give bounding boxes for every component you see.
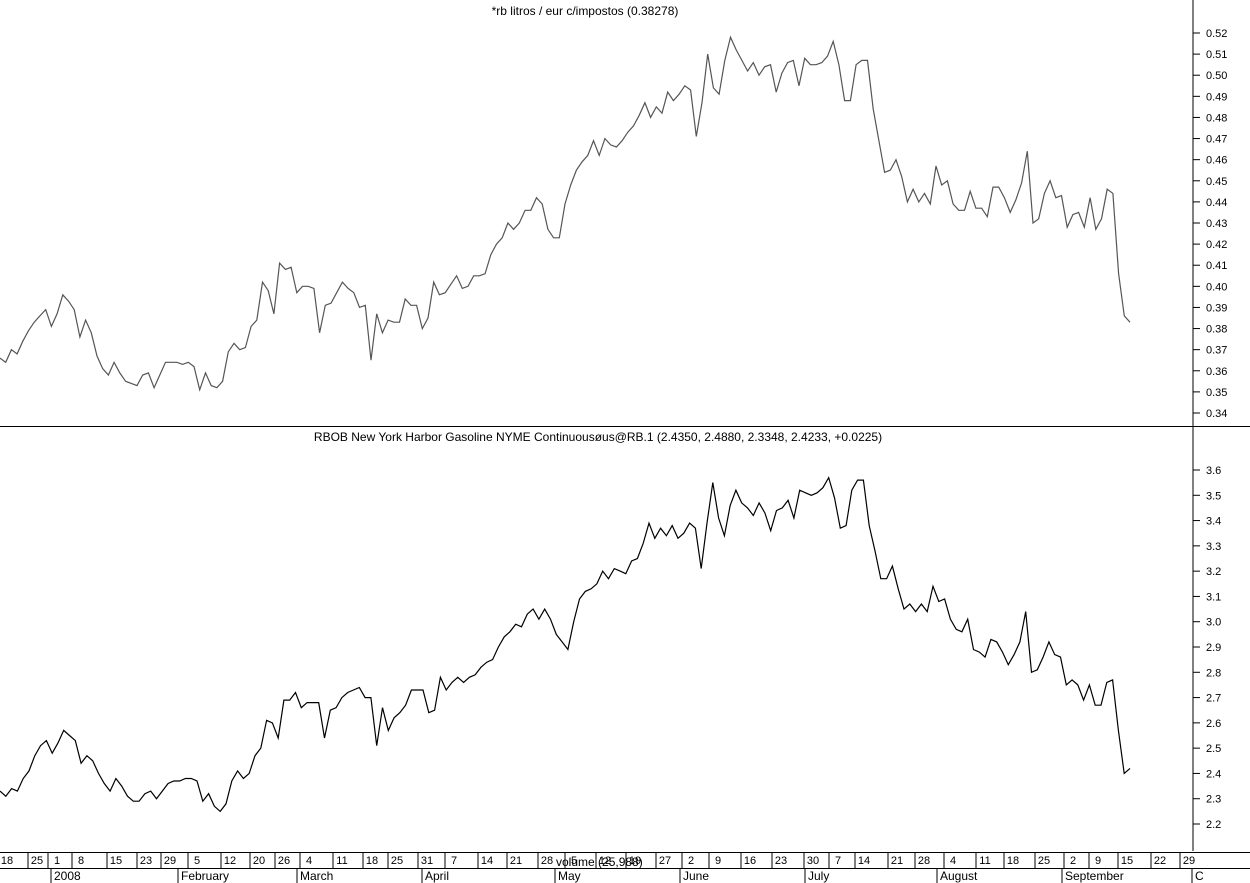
x-day-tick-label: 8 (78, 855, 84, 867)
top-y-tick-label: 0.50 (1206, 70, 1227, 82)
top-y-ticks: 0.52 0.51 0.50 0.49 0.48 0.47 0.46 0.45 0.44 0.43… (1193, 28, 1227, 420)
x-month-label: May (558, 869, 581, 883)
x-day-tick-label: 15 (1121, 855, 1133, 867)
bottom-y-tick-label: 2.4 (1206, 768, 1221, 780)
x-day-tick-label: 21 (510, 855, 522, 867)
x-day-tick-label: 12 (224, 855, 236, 867)
x-month-label: C (1195, 869, 1204, 883)
bottom-series-line (0, 476, 1131, 813)
x-day-tick-label: 29 (164, 855, 176, 867)
top-y-tick-label: 0.41 (1206, 260, 1227, 272)
x-day-tick-label: 28 (918, 855, 930, 867)
bottom-y-tick-label: 2.8 (1206, 667, 1221, 679)
x-month-label: August (940, 869, 978, 883)
bottom-y-tick-label: 2.6 (1206, 718, 1221, 730)
top-y-tick-label: 0.49 (1206, 91, 1227, 103)
bottom-y-tick-label: 2.7 (1206, 693, 1221, 705)
x-day-tick-label: 5 (571, 855, 577, 867)
bottom-y-tick-label: 3.5 (1206, 490, 1221, 502)
x-day-tick-label: 4 (306, 855, 312, 867)
x-month-label: July (808, 869, 829, 883)
x-day-tick-label: 23 (140, 855, 152, 867)
x-month-labels: 2008 February March April May June July August S… (50, 868, 1204, 883)
bottom-y-tick-label: 2.2 (1206, 819, 1221, 831)
bottom-y-tick-label: 3.4 (1206, 516, 1221, 528)
x-day-tick-label: 2 (688, 855, 694, 867)
bottom-y-tick-label: 2.9 (1206, 642, 1221, 654)
top-chart-title: *rb litros / eur c/impostos (0.38278) (492, 4, 679, 18)
x-day-tick-label: 18 (1, 855, 13, 867)
bottom-chart-title: RBOB New York Harbor Gasoline NYME Conti… (314, 430, 882, 444)
x-day-tick-label: 26 (278, 855, 290, 867)
x-month-label: April (425, 869, 449, 883)
x-day-tick-label: 31 (421, 855, 433, 867)
top-y-tick-label: 0.34 (1206, 408, 1227, 420)
x-month-label: February (181, 869, 229, 883)
x-day-tick-label: 1 (54, 855, 60, 867)
bottom-y-tick-label: 2.3 (1206, 794, 1221, 806)
x-day-tick-label: 5 (194, 855, 200, 867)
bottom-y-ticks: 3.6 3.5 3.4 3.3 3.2 3.1 3.0 2.9 2.8 2.7 2.6 2.5 2.4 2… (1193, 465, 1221, 831)
top-y-tick-label: 0.43 (1206, 218, 1227, 230)
x-day-tick-label: 21 (891, 855, 903, 867)
x-day-tick-label: 9 (715, 855, 721, 867)
x-day-tick-label: 7 (835, 855, 841, 867)
x-month-label: 2008 (54, 869, 81, 883)
top-y-tick-label: 0.37 (1206, 345, 1227, 357)
x-day-tick-label: 11 (979, 855, 990, 867)
top-y-tick-label: 0.46 (1206, 155, 1227, 167)
x-day-tick-label: 30 (807, 855, 819, 867)
x-day-tick-label: 25 (1038, 855, 1050, 867)
x-day-tick-label: 23 (775, 855, 787, 867)
x-day-tick-label: 22 (1154, 855, 1166, 867)
x-day-tick-label: 4 (950, 855, 956, 867)
x-day-tick-label: 18 (1007, 855, 1019, 867)
top-y-tick-label: 0.39 (1206, 302, 1227, 314)
x-month-label: March (300, 869, 333, 883)
x-day-ticks: 18 25 1 8 15 23 29 5 12 20 26 4 11 18 25 31 7 14 21 28 5 12 19… (1, 852, 1195, 868)
bottom-y-tick-label: 3.1 (1206, 591, 1221, 603)
top-y-tick-label: 0.36 (1206, 366, 1227, 378)
bottom-series-group (0, 476, 1131, 813)
x-day-tick-label: 12 (599, 855, 611, 867)
x-day-tick-label: 15 (110, 855, 122, 867)
x-day-tick-label: 11 (336, 855, 347, 867)
x-day-tick-label: 14 (858, 855, 870, 867)
bottom-y-tick-label: 3.3 (1206, 541, 1221, 553)
x-day-tick-label: 28 (541, 855, 553, 867)
top-y-tick-label: 0.42 (1206, 239, 1227, 251)
volume-label: volume (25,988) (556, 855, 643, 869)
top-y-tick-label: 0.44 (1206, 197, 1227, 209)
bottom-y-tick-label: 3.2 (1206, 566, 1221, 578)
top-y-tick-label: 0.52 (1206, 28, 1227, 40)
top-y-tick-label: 0.40 (1206, 281, 1227, 293)
x-day-tick-label: 16 (744, 855, 756, 867)
top-y-tick-label: 0.51 (1206, 49, 1227, 61)
top-y-tick-label: 0.48 (1206, 112, 1227, 124)
x-day-tick-label: 27 (659, 855, 671, 867)
top-y-tick-label: 0.38 (1206, 324, 1227, 336)
x-day-tick-label: 7 (451, 855, 457, 867)
top-series-group (0, 35, 1131, 392)
bottom-y-tick-label: 3.6 (1206, 465, 1221, 477)
x-month-label: September (1065, 869, 1124, 883)
x-day-tick-label: 2 (1070, 855, 1076, 867)
top-series-line (0, 35, 1131, 392)
x-day-tick-label: 19 (629, 855, 641, 867)
bottom-y-tick-label: 3.0 (1206, 617, 1221, 629)
x-day-tick-label: 29 (1183, 855, 1195, 867)
x-day-tick-label: 14 (481, 855, 493, 867)
x-day-tick-label: 25 (391, 855, 403, 867)
top-y-tick-label: 0.47 (1206, 134, 1227, 146)
bottom-y-tick-label: 2.5 (1206, 743, 1221, 755)
x-day-tick-label: 9 (1095, 855, 1101, 867)
x-day-tick-label: 20 (253, 855, 265, 867)
x-day-tick-label: 25 (31, 855, 43, 867)
top-y-tick-label: 0.35 (1206, 387, 1227, 399)
x-month-label: June (683, 869, 709, 883)
x-day-tick-label: 18 (366, 855, 378, 867)
top-y-tick-label: 0.45 (1206, 176, 1227, 188)
